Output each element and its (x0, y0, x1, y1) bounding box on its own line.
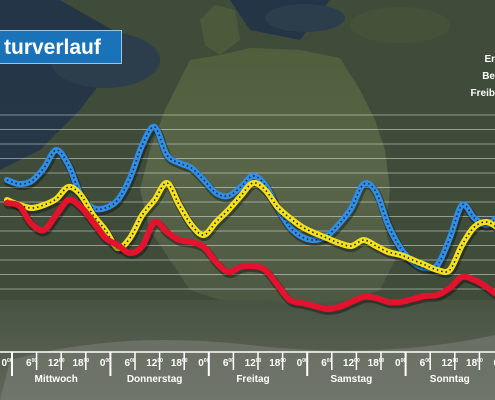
day-label: Freitag (236, 374, 269, 385)
tick-label: 000 (198, 358, 209, 369)
legend: Er Be Freib (455, 51, 495, 102)
day-label: Donnerstag (127, 374, 183, 385)
series-lines (4, 123, 495, 316)
legend-entry-1: Er (484, 54, 495, 65)
legend-entry-2: Be (482, 71, 495, 82)
tick-label: 000 (1, 358, 12, 369)
tick-label: 600 (223, 358, 234, 369)
series-1-dots (6, 126, 495, 270)
tick-label: 000 (395, 358, 406, 369)
day-label: Mittwoch (35, 374, 78, 385)
tick-label: 600 (124, 358, 135, 369)
tick-label: 600 (420, 358, 431, 369)
tick-label: 600 (26, 358, 37, 369)
tick-label: 000 (493, 358, 495, 369)
legend-entry-3: Freib (470, 88, 495, 99)
time-axis: 0006001200180000060012001800000600120018… (0, 351, 495, 385)
chart-title: turverlauf (0, 30, 122, 64)
series-3-line (4, 196, 495, 313)
day-label: Sonntag (430, 374, 470, 385)
series-2-line (4, 179, 495, 276)
tick-label: 600 (321, 358, 332, 369)
day-label: Samstag (331, 374, 373, 385)
tick-label: 000 (297, 358, 308, 369)
tick-label: 000 (100, 358, 111, 369)
